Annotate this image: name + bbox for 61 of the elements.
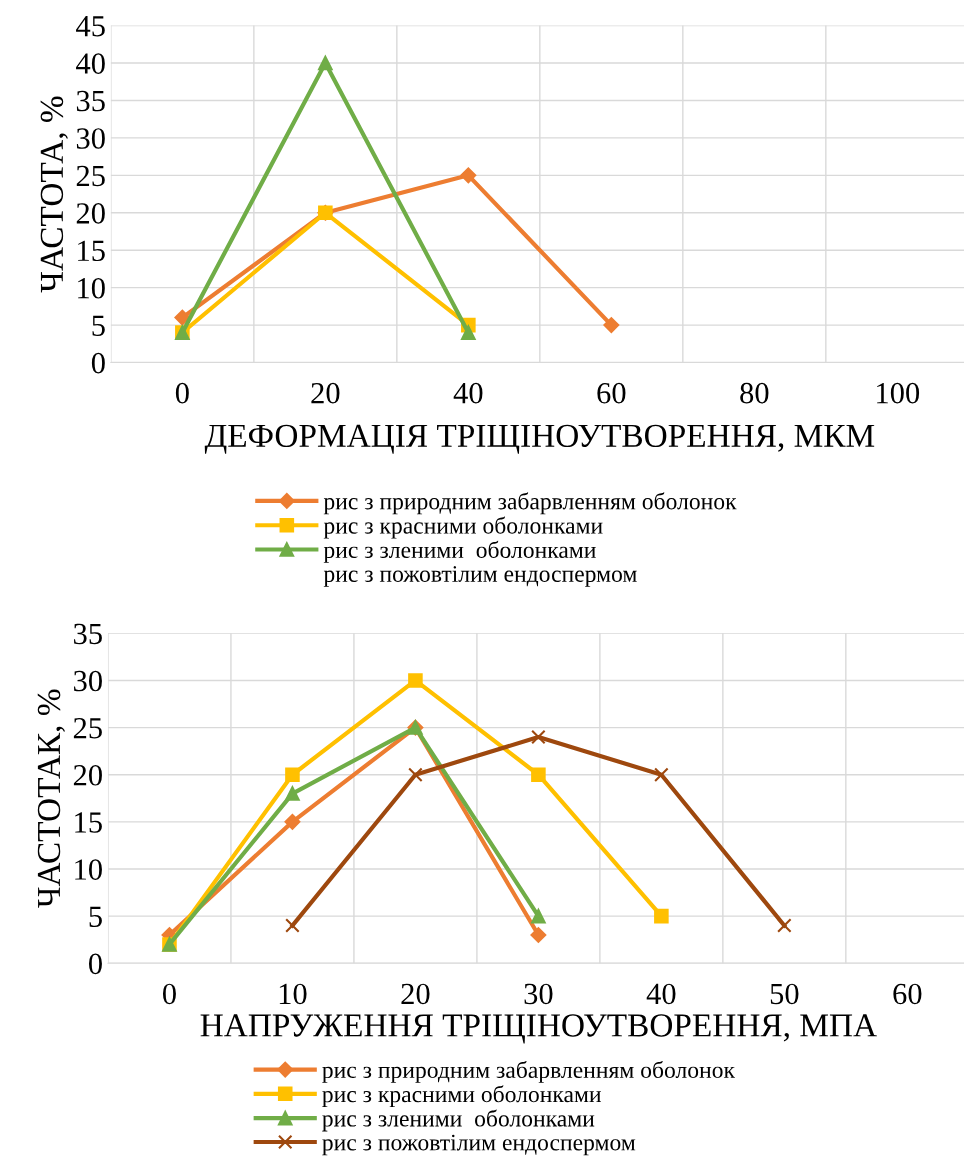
point: [531, 908, 546, 924]
point: [603, 317, 620, 334]
point: [461, 325, 476, 340]
point: [654, 908, 669, 924]
x-axis-title: ДЕФОРМАЦІЯ ТРІЩІНОУТВОРЕННЯ, МКМ: [204, 424, 875, 454]
x-tick-label: 80: [740, 382, 769, 404]
point: [654, 767, 669, 783]
y-tick-label: 20: [76, 203, 105, 224]
point: [285, 786, 300, 801]
legend-label: рис з пожовтілим ендоспермом: [322, 1134, 636, 1156]
legend-label: рис з зленими оболонками: [322, 1109, 595, 1132]
point: [460, 167, 477, 184]
x-tick-label: 40: [646, 983, 676, 1005]
y-tick-label: 10: [75, 859, 102, 880]
x-tick-label: 100: [877, 382, 920, 404]
legend-label: рис з красними оболонками: [322, 1085, 602, 1108]
y-tick-label: 30: [76, 128, 105, 149]
point: [285, 767, 300, 783]
y-tick-label: 0: [88, 953, 102, 975]
y-tick-label: 20: [73, 765, 102, 786]
point: [777, 918, 792, 933]
point: [284, 813, 301, 830]
y-tick-label: 25: [76, 165, 105, 187]
x-tick-label: 0: [162, 983, 176, 1005]
y-tick-label: 45: [76, 16, 105, 37]
x-axis-title: НАПРУЖЕННЯ ТРІЩІНОУТВОРЕННЯ, МПА: [200, 1014, 877, 1044]
x-tick-label: 20: [401, 983, 430, 1005]
y-tick-label: 5: [92, 315, 105, 336]
y-tick-label: 5: [89, 906, 102, 928]
x-tick-label: 60: [597, 382, 626, 404]
legend-label: рис з красними оболонками: [323, 516, 603, 539]
y-tick-label: 15: [75, 812, 102, 833]
x-tick-label: 30: [524, 983, 553, 1005]
y-tick-label: 35: [76, 90, 105, 112]
y-tick-label: 0: [91, 352, 105, 374]
legend-label: рис з зленими оболонками: [323, 540, 596, 563]
x-tick-label: 60: [893, 983, 922, 1005]
point: [408, 673, 423, 688]
legend-label: рис з природним забарвленням оболонок: [322, 1060, 736, 1083]
y-axis-title: ЧАСТОТАК, %: [37, 689, 66, 908]
y-tick-label: 15: [78, 240, 105, 262]
point: [531, 767, 546, 783]
y-tick-label: 25: [73, 717, 102, 739]
y-axis-title: ЧАСТОТА, %: [40, 96, 68, 293]
point: [285, 918, 300, 933]
legend-label: рис з природним забарвленням оболонок: [323, 492, 737, 515]
point: [530, 927, 547, 943]
y-tick-label: 40: [76, 53, 105, 74]
x-tick-label: 40: [453, 382, 483, 404]
y-tick-label: 30: [74, 670, 102, 692]
point: [318, 55, 333, 71]
x-tick-label: 0: [175, 382, 189, 404]
point: [174, 309, 191, 326]
point: [531, 729, 546, 745]
y-tick-label: 35: [74, 623, 102, 645]
text: рис з пожовтілим ендоспермом: [323, 566, 637, 587]
point: [408, 767, 423, 783]
x-tick-label: 20: [311, 382, 340, 404]
x-tick-label: 10: [279, 983, 307, 1005]
y-tick-label: 10: [78, 277, 105, 299]
x-tick-label: 50: [770, 983, 799, 1005]
